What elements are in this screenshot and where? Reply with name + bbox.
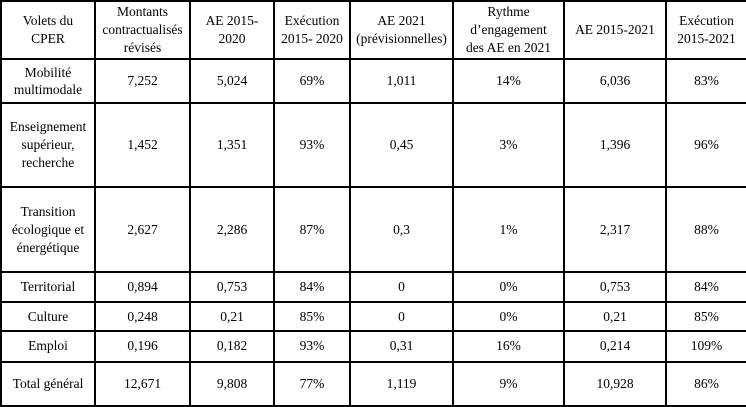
data-cell: 69%	[273, 58, 351, 105]
data-cell: 85%	[273, 301, 351, 332]
data-cell: 0%	[452, 301, 565, 332]
data-cell: 0	[349, 301, 454, 332]
table-row-emploi: Emploi 0,196 0,182 93% 0,31 16% 0,214 10…	[0, 329, 746, 363]
data-cell: 5,024	[189, 58, 275, 105]
data-cell: 0,3	[349, 185, 454, 274]
data-cell: 1,351	[189, 102, 275, 188]
data-cell: 77%	[273, 360, 351, 407]
data-cell: 9%	[452, 360, 565, 407]
data-cell: 84%	[273, 271, 351, 304]
data-cell: 1,452	[94, 102, 191, 188]
data-cell: 7,252	[94, 58, 191, 105]
data-cell: 14%	[452, 58, 565, 105]
data-cell: 0,753	[189, 271, 275, 304]
data-cell: 2,627	[94, 185, 191, 274]
data-cell: 10,928	[563, 360, 667, 407]
data-cell: 0	[349, 271, 454, 304]
header-cell-execution-2015-2021: Exécution 2015-2021	[665, 0, 746, 61]
header-row: Volets du CPER Montants contractualisés …	[0, 0, 746, 61]
data-cell: 6,036	[563, 58, 667, 105]
row-label-cell: Transition écologique et énergétique	[0, 185, 96, 274]
data-cell: 0,45	[349, 102, 454, 188]
data-cell: 1%	[452, 185, 565, 274]
data-cell: 96%	[665, 102, 746, 188]
data-cell: 93%	[273, 102, 351, 188]
data-cell: 2,286	[189, 185, 275, 274]
data-cell: 16%	[452, 329, 565, 363]
data-cell: 0,248	[94, 301, 191, 332]
data-cell: 93%	[273, 329, 351, 363]
row-label-cell: Territorial	[0, 271, 96, 304]
data-cell: 85%	[665, 301, 746, 332]
row-label-cell: Enseignement supérieur, recherche	[0, 102, 96, 188]
data-cell: 86%	[665, 360, 746, 407]
data-cell: 1,119	[349, 360, 454, 407]
data-cell: 0,21	[563, 301, 667, 332]
data-cell: 87%	[273, 185, 351, 274]
data-cell: 1,011	[349, 58, 454, 105]
table-row-territorial: Territorial 0,894 0,753 84% 0 0% 0,753 8…	[0, 271, 746, 304]
table-row-enseignement: Enseignement supérieur, recherche 1,452 …	[0, 102, 746, 188]
data-cell: 0,196	[94, 329, 191, 363]
header-cell-montants: Montants contractualisés révisés	[94, 0, 191, 61]
data-cell: 88%	[665, 185, 746, 274]
header-cell-volets: Volets du CPER	[0, 0, 96, 61]
row-label-cell: Culture	[0, 301, 96, 332]
header-cell-rythme: Rythme d’engagement des AE en 2021	[452, 0, 565, 61]
data-cell: 9,808	[189, 360, 275, 407]
data-cell: 0,182	[189, 329, 275, 363]
data-cell: 84%	[665, 271, 746, 304]
data-cell: 0,214	[563, 329, 667, 363]
data-cell: 1,396	[563, 102, 667, 188]
row-label-cell: Total général	[0, 360, 96, 407]
table-row-total-general: Total général 12,671 9,808 77% 1,119 9% …	[0, 360, 746, 407]
data-cell: 0,894	[94, 271, 191, 304]
row-label-cell: Mobilité multimodale	[0, 58, 96, 105]
data-cell: 3%	[452, 102, 565, 188]
data-cell: 0%	[452, 271, 565, 304]
data-cell: 0,21	[189, 301, 275, 332]
header-cell-ae-2015-2020: AE 2015- 2020	[189, 0, 275, 61]
data-cell: 2,317	[563, 185, 667, 274]
table-row-transition: Transition écologique et énergétique 2,6…	[0, 185, 746, 274]
table-row-mobilite: Mobilité multimodale 7,252 5,024 69% 1,0…	[0, 58, 746, 105]
header-cell-execution-2015-2020: Exécution 2015- 2020	[273, 0, 351, 61]
row-label-cell: Emploi	[0, 329, 96, 363]
header-cell-ae-2021: AE 2021 (prévisionnelles)	[349, 0, 454, 61]
header-cell-ae-2015-2021: AE 2015-2021	[563, 0, 667, 61]
data-cell: 0,31	[349, 329, 454, 363]
data-cell: 12,671	[94, 360, 191, 407]
data-cell: 83%	[665, 58, 746, 105]
table-row-culture: Culture 0,248 0,21 85% 0 0% 0,21 85%	[0, 301, 746, 332]
data-cell: 0,753	[563, 271, 667, 304]
data-cell: 109%	[665, 329, 746, 363]
